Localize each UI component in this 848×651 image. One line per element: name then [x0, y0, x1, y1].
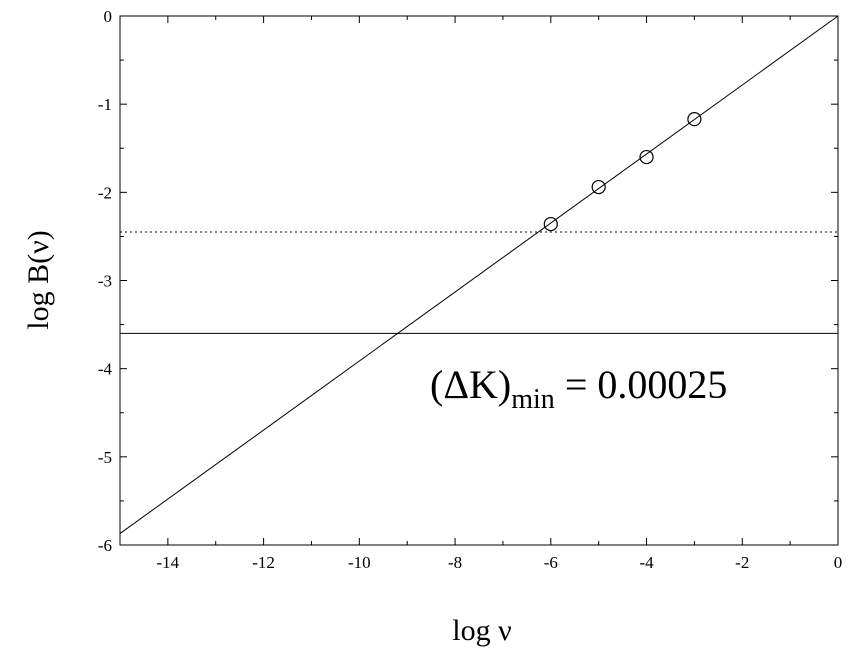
- y-tick-label: -6: [98, 536, 112, 555]
- x-tick-label: -4: [639, 553, 654, 572]
- data-point: [543, 216, 558, 232]
- y-tick-label: -2: [98, 183, 112, 202]
- x-tick-label: -14: [157, 553, 180, 572]
- axis-ticks: -14 -12 -10 -8 -6 -4 -2 0 0 -1 -2 -3 -4 -5 -6: [98, 7, 842, 572]
- y-tick-label: -1: [98, 95, 112, 114]
- x-axis-title: log ν: [452, 614, 511, 647]
- y-tick-label: 0: [104, 7, 113, 26]
- x-tick-label: -10: [348, 553, 371, 572]
- reference-lines: [120, 231, 838, 334]
- x-tick-label: -8: [448, 553, 462, 572]
- fit-line: [119, 15, 839, 534]
- data-point: [591, 179, 606, 195]
- data-point: [687, 112, 702, 127]
- plot-frame: [119, 15, 839, 546]
- delta-k-annotation: (ΔK)min = 0.00025: [430, 362, 727, 415]
- y-tick-label: -4: [98, 360, 113, 379]
- data-series: [119, 15, 839, 534]
- x-tick-label: -2: [735, 553, 749, 572]
- annotation-subscript: min: [511, 384, 555, 415]
- annotation-prefix: (ΔK): [430, 362, 511, 407]
- y-tick-label: -3: [98, 272, 112, 291]
- data-point: [639, 149, 654, 165]
- x-tick-label: -12: [252, 553, 275, 572]
- annotation-suffix: = 0.00025: [555, 362, 728, 407]
- y-axis-title: log B(ν): [22, 230, 55, 329]
- y-tick-label: -5: [98, 448, 112, 467]
- x-tick-label: 0: [834, 553, 843, 572]
- x-tick-label: -6: [544, 553, 558, 572]
